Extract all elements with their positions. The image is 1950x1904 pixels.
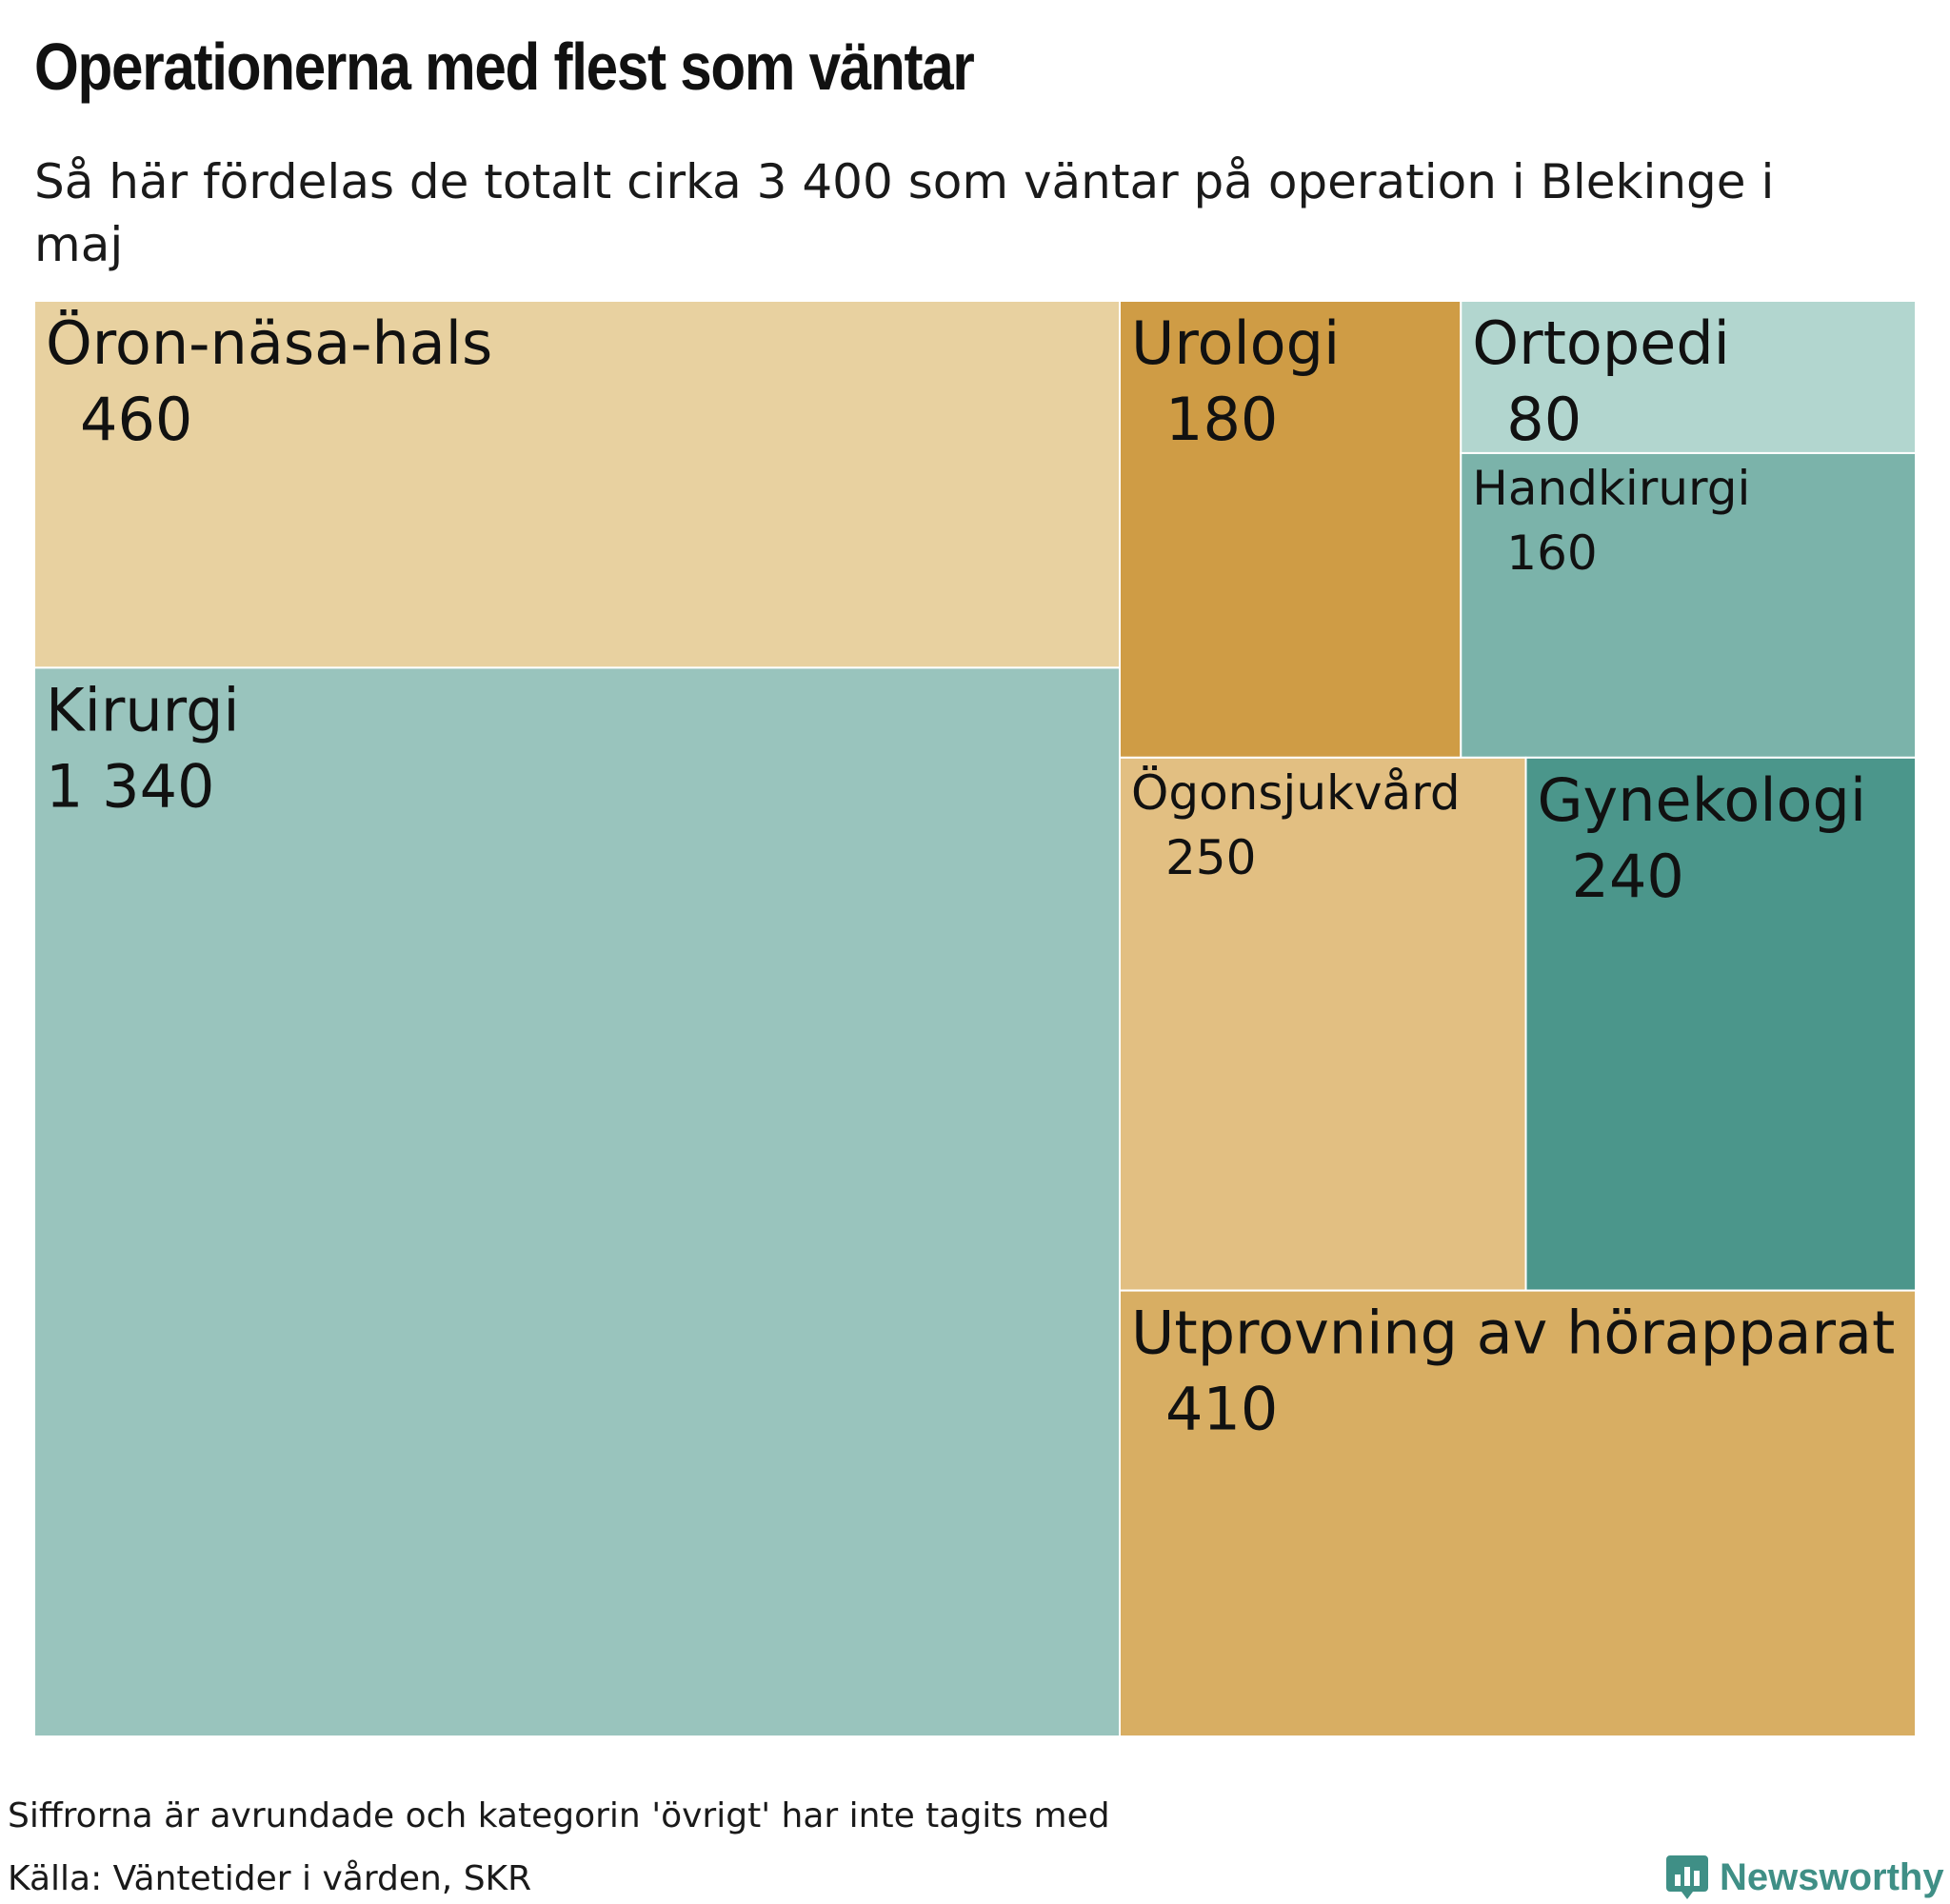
tile-rect-gynekologi: [1524, 756, 1918, 1292]
tile-label-ogonsjukvard: Ögonsjukvård: [1131, 765, 1461, 821]
tile-ortopedi: Ortopedi 80: [1460, 300, 1918, 454]
tile-rect-urologi: [1119, 300, 1462, 759]
tile-urologi: Urologi 180: [1119, 300, 1462, 759]
tile-label-oron-nasa-hals: Öron-näsa-hals: [46, 308, 492, 378]
tile-value-urologi: 180: [1165, 385, 1278, 454]
tile-rect-ogonsjukvard: [1119, 756, 1527, 1292]
tile-value-kirurgi: 1 340: [46, 751, 215, 821]
tile-label-gynekologi: Gynekologi: [1538, 765, 1867, 835]
tile-oron-nasa-hals: Öron-näsa-hals 460: [33, 300, 1121, 669]
bar-chart-speech-bubble-icon: [1666, 1855, 1708, 1899]
tile-value-handkirurgi: 160: [1506, 526, 1597, 581]
footnote: Siffrorna är avrundade och kategorin 'öv…: [8, 1796, 1110, 1835]
tile-label-handkirurgi: Handkirurgi: [1472, 461, 1750, 516]
tile-gynekologi: Gynekologi 240: [1524, 756, 1918, 1292]
tile-label-kirurgi: Kirurgi: [46, 675, 240, 744]
tile-handkirurgi: Handkirurgi 160: [1460, 451, 1918, 759]
tile-kirurgi: Kirurgi 1 340: [33, 666, 1121, 1737]
tile-label-ortopedi: Ortopedi: [1472, 308, 1730, 378]
tile-value-ortopedi: 80: [1506, 385, 1582, 454]
chart-title: Operationerna med flest som väntar: [34, 30, 975, 104]
tile-label-utprovning-av-horapparat: Utprovning av hörapparat: [1131, 1299, 1895, 1368]
tile-rect-kirurgi: [33, 666, 1121, 1737]
brand-logo: Newsworthy: [1666, 1851, 1944, 1904]
chart-subtitle: Så här fördelas de totalt cirka 3 400 so…: [34, 154, 1775, 272]
tile-value-ogonsjukvard: 250: [1165, 830, 1256, 885]
tile-value-oron-nasa-hals: 460: [80, 385, 192, 454]
tile-ogonsjukvard: Ögonsjukvård 250: [1119, 756, 1527, 1292]
source-credit: Källa: Väntetider i vården, SKR: [8, 1859, 532, 1898]
tile-rect-utprovning-av-horapparat: [1119, 1289, 1917, 1738]
tile-label-urologi: Urologi: [1131, 308, 1340, 378]
tile-value-gynekologi: 240: [1572, 842, 1684, 911]
brand-name: Newsworthy: [1720, 1855, 1944, 1898]
tile-value-utprovning-av-horapparat: 410: [1165, 1375, 1278, 1444]
tile-utprovning-av-horapparat: Utprovning av hörapparat 410: [1119, 1289, 1917, 1738]
